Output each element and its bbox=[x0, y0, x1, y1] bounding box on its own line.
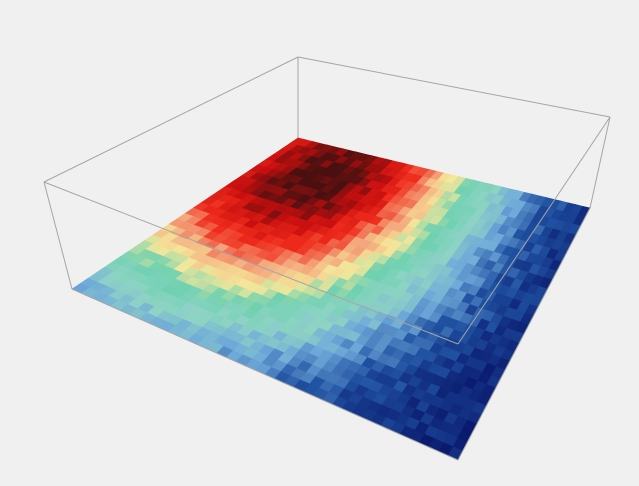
box-back-edges bbox=[43, 56, 611, 290]
box-front-edges bbox=[43, 116, 611, 461]
box-bottom-front-left-edge bbox=[71, 288, 459, 461]
box-right-vertical-edge bbox=[589, 116, 611, 209]
box-left-vertical-edge bbox=[43, 181, 73, 290]
box-top-back-right-edge bbox=[297, 56, 611, 118]
box-top-back-left-edge bbox=[43, 56, 299, 183]
box-top-front-right-edge bbox=[457, 116, 611, 345]
box-bottom-front-right-edge bbox=[457, 207, 591, 461]
box-top-front-left-edge bbox=[43, 181, 459, 345]
